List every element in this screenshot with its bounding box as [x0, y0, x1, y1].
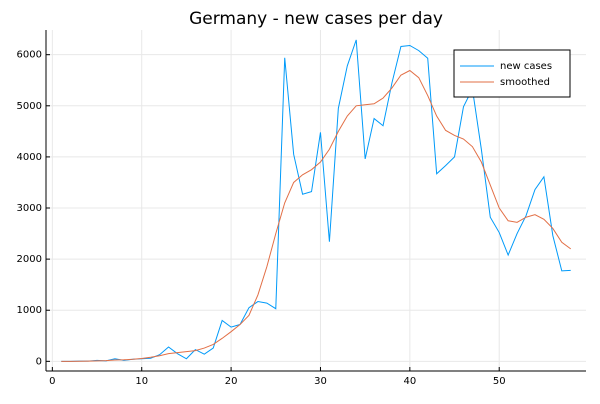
x-tick-label: 10: [135, 376, 148, 387]
y-tick-label: 5000: [17, 101, 42, 112]
x-tick-label: 0: [49, 376, 55, 387]
legend-label: new cases: [500, 61, 552, 72]
y-tick-label: 2000: [17, 254, 42, 265]
y-tick-label: 0: [36, 356, 42, 367]
legend: new cases smoothed: [453, 49, 571, 98]
chart-title: Germany - new cases per day: [189, 9, 443, 29]
legend-label: smoothed: [500, 77, 550, 88]
y-tick-label: 6000: [17, 50, 42, 61]
x-tick-label: 20: [225, 376, 238, 387]
data-line: [61, 39, 571, 362]
legend-box: [453, 49, 571, 98]
y-tick-label: 3000: [17, 203, 42, 214]
x-tick-label: 30: [314, 376, 327, 387]
data-line: [61, 69, 572, 362]
x-tick-label: 40: [403, 376, 416, 387]
y-tick-label: 1000: [17, 305, 42, 316]
x-tick-label: 50: [493, 376, 506, 387]
y-tick-label: 4000: [17, 152, 42, 163]
